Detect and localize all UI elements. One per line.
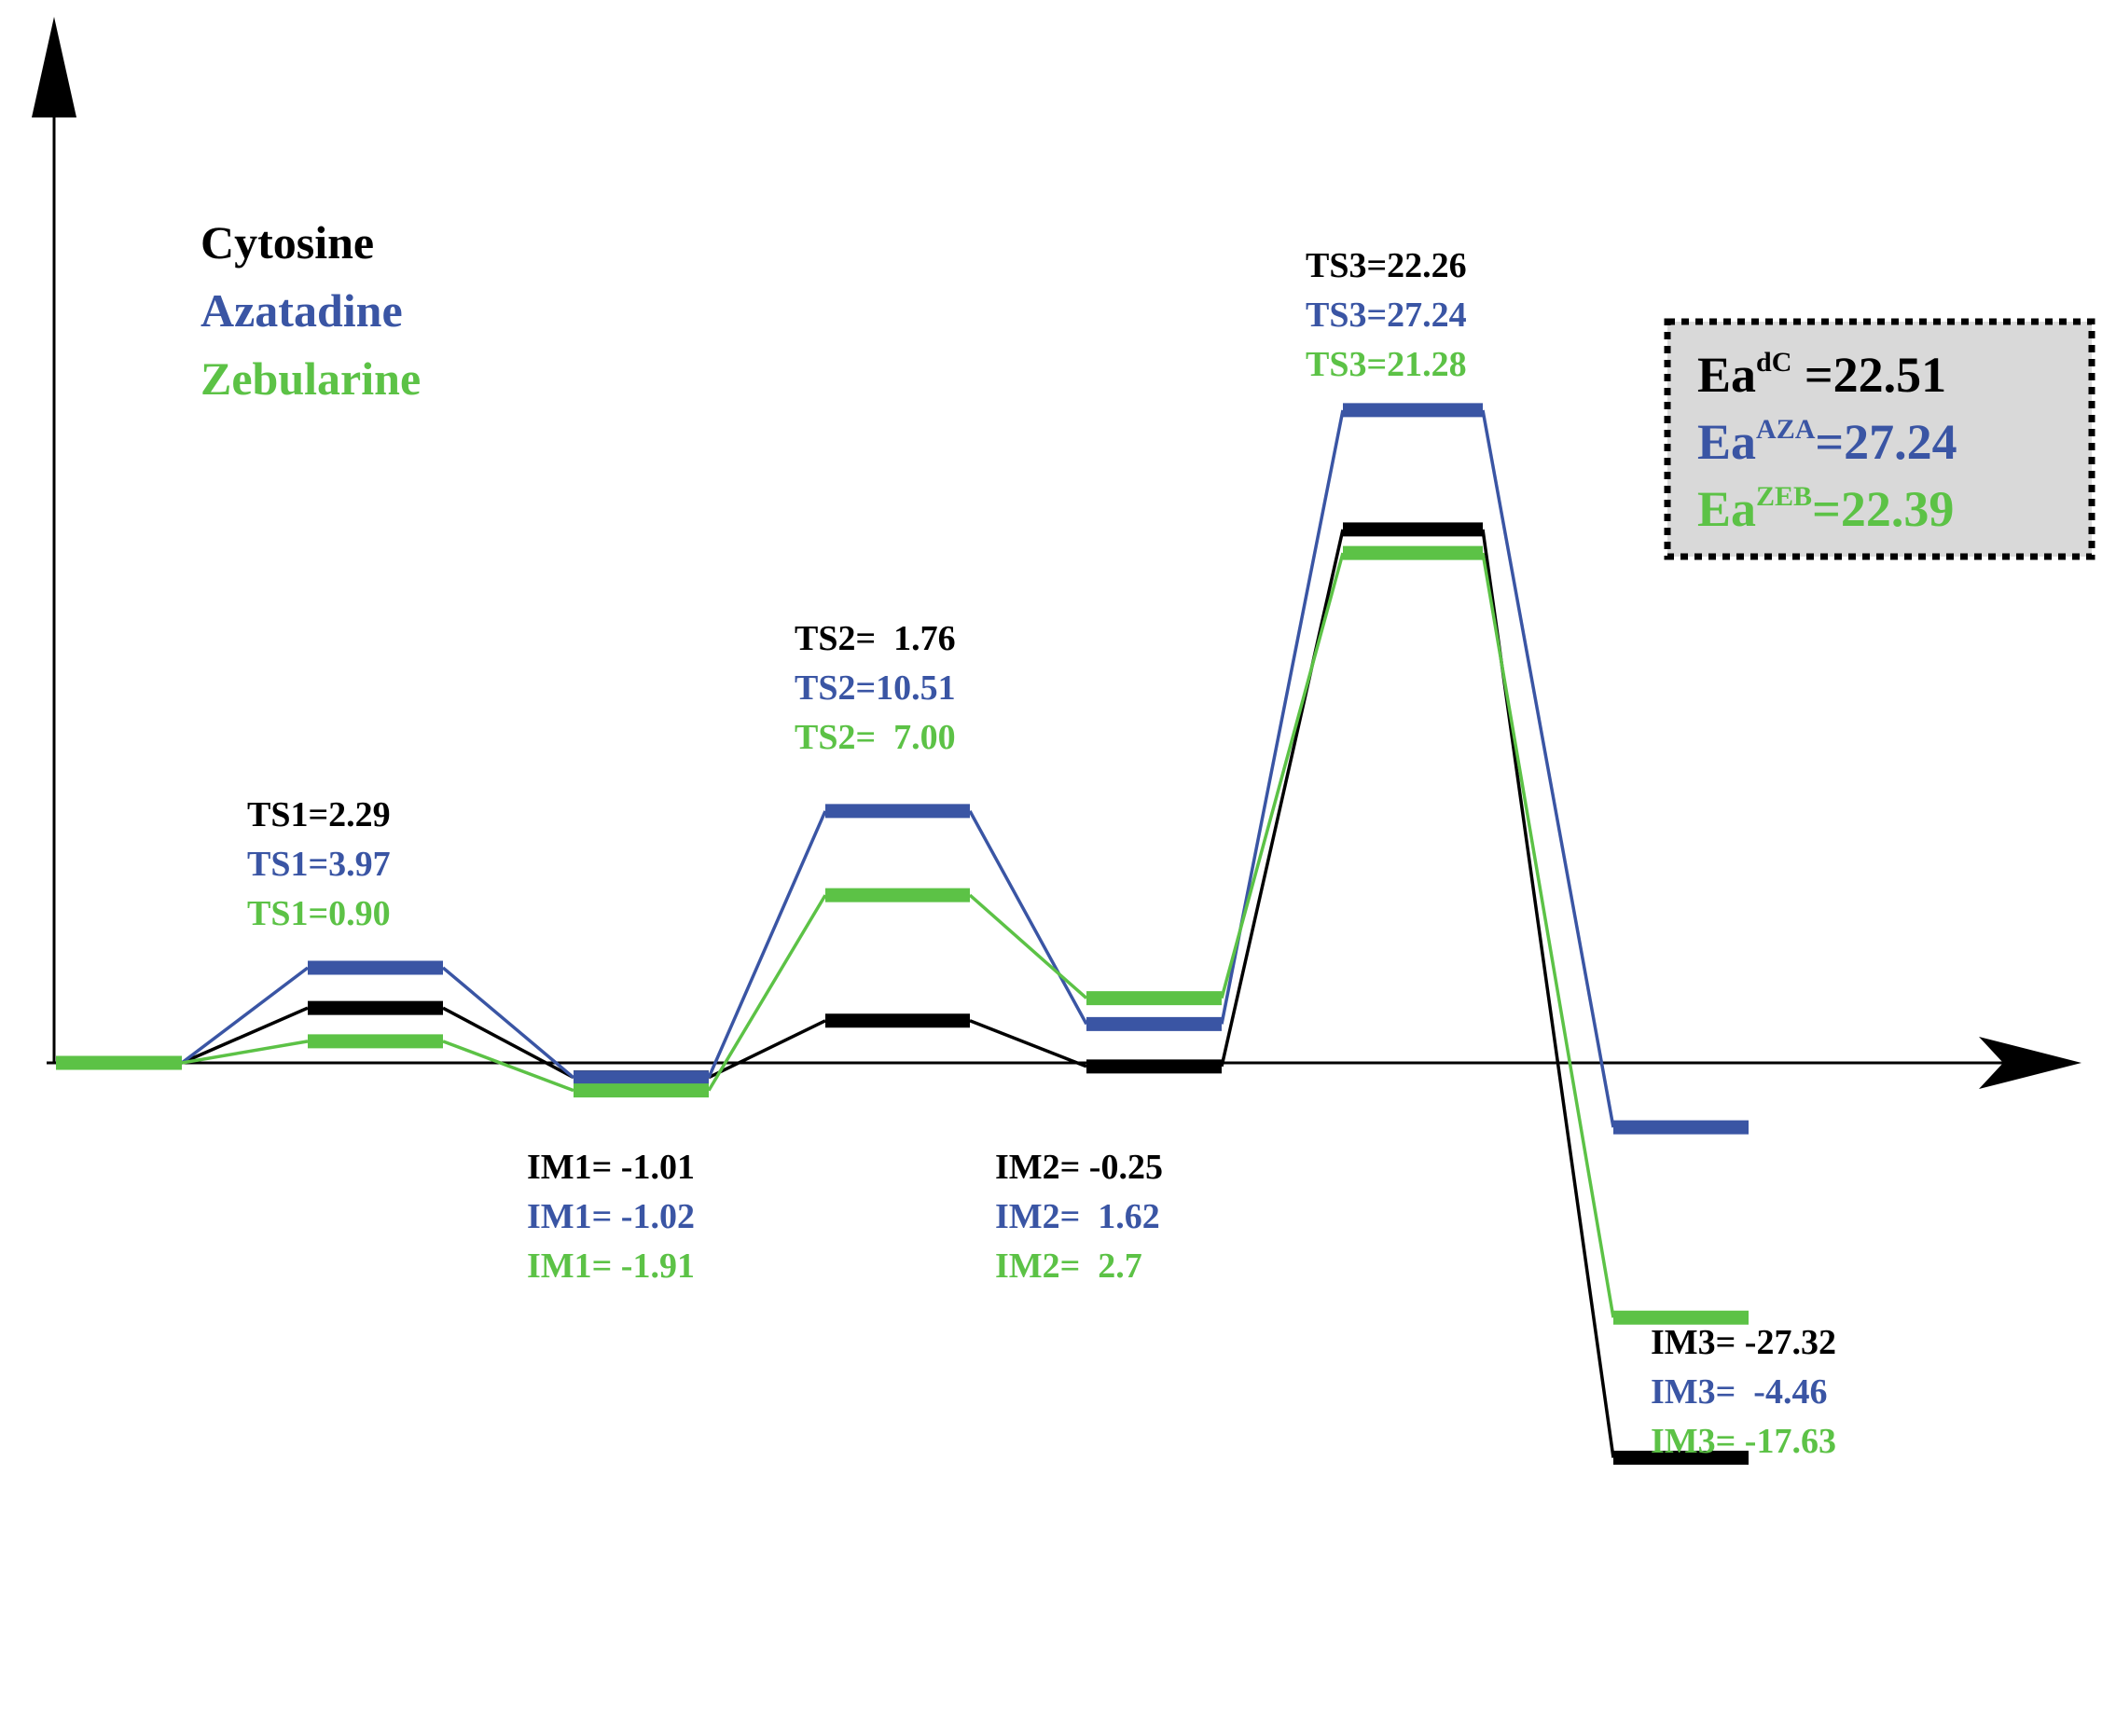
activation-energy-lines: EadC =22.51 EaAZA=27.24 EaZEB=22.39	[1697, 347, 1957, 537]
connector-cytosine-IM1-TS2	[708, 1019, 826, 1080]
label-TS3-cytosine: TS3=22.26	[1306, 246, 1467, 285]
activation-energy-box: EadC =22.51 EaAZA=27.24 EaZEB=22.39	[1664, 318, 2095, 560]
label-TS2-zebularine: TS2= 7.00	[795, 718, 956, 757]
label-IM3-cytosine: IM3= -27.32	[1651, 1323, 1836, 1362]
connector-zebularine-IM1-TS2	[707, 894, 827, 1092]
label-IM1-cytosine: IM1= -1.01	[527, 1148, 695, 1187]
connector-zebularine-TS3-IM3	[1481, 552, 1615, 1318]
legend-cytosine: Cytosine	[201, 216, 374, 269]
energy-labels: TS1=2.29 TS1=3.97 TS1=0.90 IM1= -1.01 IM1= -…	[247, 246, 1836, 1461]
activation-energy-box-frame	[1664, 318, 2095, 560]
label-IM1-zebularine: IM1= -1.91	[527, 1247, 695, 1286]
label-IM1-azatadine: IM1= -1.02	[527, 1197, 695, 1236]
x-axis-arrowhead	[1979, 1037, 2081, 1089]
connector-cytosine-R-TS1	[181, 1006, 309, 1065]
connector-azatadine-TS3-IM3	[1481, 409, 1615, 1128]
connector-azatadine-R-TS1	[180, 966, 310, 1065]
label-TS1-zebularine: TS1=0.90	[247, 894, 391, 933]
label-IM2-azatadine: IM2= 1.62	[995, 1197, 1160, 1236]
label-IM3-azatadine: IM3= -4.46	[1651, 1372, 1827, 1412]
connector-azatadine-TS1-IM1	[441, 966, 575, 1080]
label-TS1-azatadine: TS1=3.97	[247, 845, 391, 884]
label-TS2-cytosine: TS2= 1.76	[795, 619, 956, 658]
label-TS3-azatadine: TS3=27.24	[1306, 296, 1467, 335]
connector-zebularine-R-TS1	[181, 1040, 309, 1065]
y-axis-arrowhead	[32, 17, 76, 117]
activation-energy-cytosine: EadC =22.51	[1697, 347, 1946, 403]
connector-azatadine-IM1-TS2	[707, 810, 827, 1079]
label-IM2-zebularine: IM2= 2.7	[995, 1247, 1142, 1286]
legend: Cytosine Azatadine Zebularine	[201, 216, 421, 405]
connector-zebularine-TS1-IM1	[442, 1040, 574, 1093]
connector-zebularine-TS2-IM2	[968, 893, 1088, 999]
connector-azatadine-TS2-IM2	[968, 810, 1088, 1026]
legend-zebularine: Zebularine	[201, 352, 421, 405]
legend-azatadine: Azatadine	[201, 284, 403, 337]
energy-levels	[56, 403, 1749, 1465]
connector-zebularine-IM2-TS3	[1220, 552, 1345, 999]
label-TS2-azatadine: TS2=10.51	[795, 668, 956, 708]
connector-cytosine-TS2-IM2	[969, 1019, 1087, 1068]
label-IM3-zebularine: IM3= -17.63	[1651, 1422, 1836, 1461]
activation-energy-azatadine: EaAZA=27.24	[1697, 414, 1957, 470]
label-IM2-cytosine: IM2= -0.25	[995, 1148, 1163, 1187]
connector-cytosine-TS1-IM1	[442, 1006, 574, 1080]
activation-energy-zebularine: EaZEB=22.39	[1697, 481, 1954, 537]
connector-lines	[180, 409, 1615, 1458]
label-TS3-zebularine: TS3=21.28	[1306, 345, 1467, 384]
connector-cytosine-IM2-TS3	[1220, 529, 1345, 1068]
label-TS1-cytosine: TS1=2.29	[247, 795, 391, 834]
axes	[32, 17, 2081, 1089]
